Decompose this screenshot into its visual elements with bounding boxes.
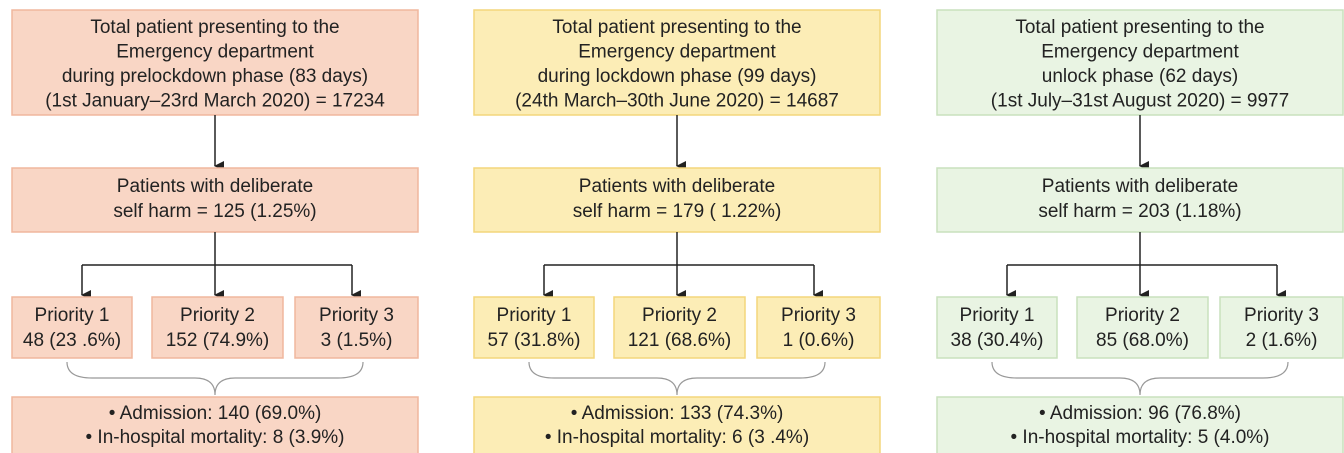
outcome-box: [11, 396, 419, 453]
priority-box: [756, 296, 881, 359]
priority-label: Priority 3: [781, 305, 856, 326]
self-harm-text: Patients with deliberate: [117, 176, 313, 197]
total-text: (1st July–31st August 2020) = 9977: [991, 91, 1289, 112]
priority-label: Priority 3: [319, 305, 394, 326]
priority-box: [11, 296, 133, 359]
priority-label: Priority 3: [1244, 305, 1319, 326]
total-text: (24th March–30th June 2020) = 14687: [515, 91, 839, 112]
total-box: [473, 9, 881, 116]
priority-box: [151, 296, 284, 359]
priority-box: [613, 296, 746, 359]
self-harm-text: Patients with deliberate: [1042, 176, 1238, 197]
total-text: Total patient presenting to the: [1015, 17, 1264, 38]
priority-value: 3 (1.5%): [321, 330, 393, 351]
priority-box: [1076, 296, 1209, 359]
priority-box: [473, 296, 595, 359]
outcome-text: • Admission: 133 (74.3%): [571, 403, 784, 424]
brace: [991, 361, 1289, 396]
outcome-text: • In-hospital mortality: 5 (4.0%): [1010, 427, 1269, 448]
priority-label: Priority 1: [960, 305, 1035, 326]
total-text: Total patient presenting to the: [552, 17, 801, 38]
priority-value: 85 (68.0%): [1096, 330, 1189, 351]
priority-value: 121 (68.6%): [628, 330, 732, 351]
total-text: unlock phase (62 days): [1042, 66, 1238, 87]
priority-value: 152 (74.9%): [166, 330, 270, 351]
total-text: during lockdown phase (99 days): [538, 66, 817, 87]
total-text: Emergency department: [1041, 42, 1239, 63]
total-box: [11, 9, 419, 116]
total-text: Total patient presenting to the: [90, 17, 339, 38]
self-harm-text: self harm = 203 (1.18%): [1038, 201, 1241, 222]
self-harm-box: [936, 167, 1344, 233]
self-harm-text: self harm = 125 (1.25%): [113, 201, 316, 222]
priority-value: 57 (31.8%): [488, 330, 581, 351]
priority-value: 48 (23 .6%): [23, 330, 121, 351]
priority-box: [294, 296, 419, 359]
outcome-text: • In-hospital mortality: 8 (3.9%): [85, 427, 344, 448]
priority-value: 2 (1.6%): [1246, 330, 1318, 351]
priority-label: Priority 2: [642, 305, 717, 326]
outcome-box: [473, 396, 881, 453]
total-text: (1st January–23rd March 2020) = 17234: [45, 91, 385, 112]
self-harm-box: [473, 167, 881, 233]
priority-label: Priority 2: [1105, 305, 1180, 326]
brace: [528, 361, 826, 396]
priority-label: Priority 1: [497, 305, 572, 326]
outcome-text: • In-hospital mortality: 6 (3 .4%): [545, 427, 809, 448]
self-harm-text: Patients with deliberate: [579, 176, 775, 197]
self-harm-text: self harm = 179 ( 1.22%): [573, 201, 782, 222]
total-text: Emergency department: [116, 42, 314, 63]
total-box: [936, 9, 1344, 116]
total-text: Emergency department: [578, 42, 776, 63]
outcome-box: [936, 396, 1344, 453]
brace: [66, 361, 364, 396]
outcome-text: • Admission: 140 (69.0%): [109, 403, 322, 424]
priority-value: 1 (0.6%): [783, 330, 855, 351]
priority-label: Priority 2: [180, 305, 255, 326]
priority-label: Priority 1: [35, 305, 110, 326]
outcome-text: • Admission: 96 (76.8%): [1039, 403, 1241, 424]
self-harm-box: [11, 167, 419, 233]
priority-box: [936, 296, 1058, 359]
priority-value: 38 (30.4%): [951, 330, 1044, 351]
total-text: during prelockdown phase (83 days): [62, 66, 368, 87]
priority-box: [1219, 296, 1344, 359]
